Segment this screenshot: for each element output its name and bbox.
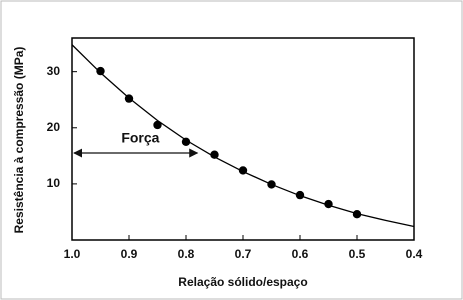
x-tick-label: 0.4 — [406, 247, 423, 261]
x-tick-label: 0.8 — [178, 247, 195, 261]
x-tick-label: 0.7 — [235, 247, 252, 261]
x-axis-title: Relação sólido/espaço — [178, 275, 307, 289]
data-point — [210, 150, 219, 159]
annotation-text: Força — [121, 130, 159, 146]
data-point — [267, 180, 276, 189]
data-point — [153, 120, 162, 130]
data-point — [324, 199, 333, 209]
y-tick-label: 20 — [47, 120, 61, 134]
data-point — [124, 94, 134, 103]
y-tick-label: 10 — [47, 176, 61, 190]
x-tick-label: 0.5 — [349, 247, 366, 261]
y-tick-label: 30 — [47, 64, 61, 78]
x-tick-label: 1.0 — [64, 247, 81, 261]
data-point — [295, 190, 305, 200]
y-axis-title: Resistência à compressão (MPa) — [12, 47, 26, 234]
data-point — [181, 137, 191, 147]
x-tick-label: 0.6 — [292, 247, 309, 261]
data-point — [352, 209, 362, 219]
x-tick-label: 0.9 — [121, 247, 138, 261]
data-point — [96, 66, 105, 76]
data-point — [238, 166, 248, 175]
